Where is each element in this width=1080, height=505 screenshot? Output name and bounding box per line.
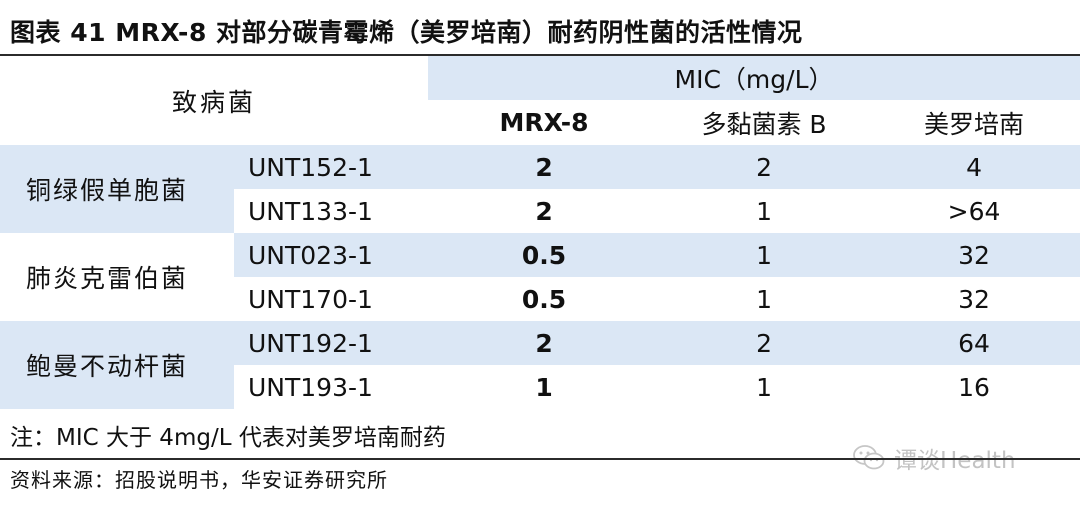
strain-cell: UNT133-1: [234, 189, 429, 233]
polymyxin-b-value: 1: [660, 233, 869, 277]
mrx8-value: 0.5: [428, 277, 661, 321]
mrx8-value: 2: [428, 321, 661, 365]
table-row: UNT170-1 0.5 1 32: [0, 277, 1080, 321]
mrx8-value: 0.5: [428, 233, 661, 277]
mic-header: MIC（mg/L）: [428, 56, 1080, 100]
meropenem-value: 16: [868, 365, 1080, 409]
meropenem-value: 32: [868, 233, 1080, 277]
genus-cell: 鲍曼不动杆菌: [0, 321, 234, 409]
strain-cell: UNT023-1: [234, 233, 429, 277]
table-row: UNT133-1 2 1 >64: [0, 189, 1080, 233]
meropenem-value: 32: [868, 277, 1080, 321]
table-row: 肺炎克雷伯菌 UNT023-1 0.5 1 32: [0, 233, 1080, 321]
polymyxin-b-value: 1: [660, 365, 869, 409]
watermark-text: 谭谈Health: [894, 448, 1016, 474]
meropenem-value: >64: [868, 189, 1080, 233]
table-note: 注：MIC 大于 4mg/L 代表对美罗培南耐药: [10, 425, 446, 451]
polymyxin-b-value: 2: [660, 321, 869, 365]
polymyxin-b-value: 1: [660, 189, 869, 233]
table-row: UNT193-1 1 1 16: [0, 365, 1080, 409]
meropenem-value: 4: [868, 145, 1080, 189]
mic-table: 致病菌 MIC（mg/L） MRX-8 多黏菌素 B 美罗培南 铜绿假单胞菌 U…: [0, 56, 1080, 409]
source-line: 资料来源：招股说明书，华安证券研究所: [10, 468, 388, 492]
polymyxin-b-value: 1: [660, 277, 869, 321]
mrx8-value: 2: [428, 189, 661, 233]
pathogen-header: 致病菌: [0, 56, 429, 145]
drug-header-meropenem: 美罗培南: [868, 100, 1080, 145]
mrx8-value: 1: [428, 365, 661, 409]
strain-cell: UNT193-1: [234, 365, 429, 409]
meropenem-value: 64: [868, 321, 1080, 365]
table-row: 铜绿假单胞菌 UNT152-1 2 2 4: [0, 145, 1080, 233]
watermark: 谭谈Health: [852, 438, 1016, 478]
strain-cell: UNT152-1: [234, 145, 429, 189]
drug-header-polymyxin-b: 多黏菌素 B: [660, 100, 869, 145]
drug-header-mrx8: MRX-8: [428, 100, 661, 145]
figure-title: 图表 41 MRX-8 对部分碳青霉烯（美罗培南）耐药阴性菌的活性情况: [10, 18, 803, 47]
genus-cell: 铜绿假单胞菌: [0, 145, 234, 233]
mrx8-value: 2: [428, 145, 661, 189]
genus-cell: 肺炎克雷伯菌: [0, 233, 234, 321]
wechat-icon: [853, 445, 885, 470]
polymyxin-b-value: 2: [660, 145, 869, 189]
footer-rule: [0, 458, 1080, 460]
title-rule: [0, 54, 1080, 56]
strain-cell: UNT192-1: [234, 321, 429, 365]
table-row: 鲍曼不动杆菌 UNT192-1 2 2 64: [0, 321, 1080, 409]
strain-cell: UNT170-1: [234, 277, 429, 321]
